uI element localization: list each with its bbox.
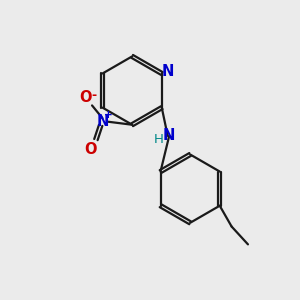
Text: O: O bbox=[79, 91, 92, 106]
Text: H: H bbox=[153, 133, 163, 146]
Text: -: - bbox=[92, 88, 97, 101]
Text: O: O bbox=[84, 142, 97, 157]
Text: N: N bbox=[162, 64, 175, 79]
Text: N: N bbox=[96, 114, 109, 129]
Text: +: + bbox=[103, 110, 112, 120]
Text: N: N bbox=[163, 128, 175, 143]
